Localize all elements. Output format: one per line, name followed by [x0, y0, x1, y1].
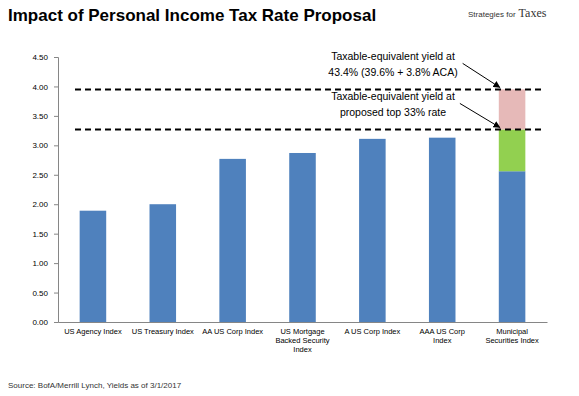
y-tick-label: 0.00 — [32, 318, 48, 327]
bar — [499, 89, 526, 129]
x-axis-line — [59, 322, 548, 323]
y-tick-mark — [54, 116, 58, 117]
x-tick: US MortgageBacked SecurityIndex — [275, 327, 329, 354]
y-tick-mark — [54, 57, 58, 58]
y-tick-mark — [54, 263, 58, 264]
annotation-text: proposed top 33% rate — [340, 106, 446, 118]
y-tick-label: 3.00 — [32, 141, 48, 150]
y-tick-label: 2.00 — [32, 200, 48, 209]
bars — [80, 89, 526, 322]
y-tick-mark — [54, 204, 58, 205]
x-axis: US Agency Index US Treasury Index AA US Co… — [59, 323, 548, 355]
x-tick-label: MunicipalSecurities Index — [485, 327, 539, 345]
x-tick: AAA US CorpIndex — [419, 327, 464, 345]
x-tick: AA US Corp Index — [202, 327, 263, 336]
bar — [429, 138, 456, 322]
bar — [359, 139, 386, 322]
y-tick-label: 4.00 — [32, 83, 48, 92]
x-tick-label: US Agency Index — [64, 327, 122, 336]
x-tick: US Treasury Index — [132, 327, 194, 336]
x-tick-label: AAA US CorpIndex — [419, 327, 464, 345]
plot: 0.00 0.50 1.00 1.50 2.00 2.50 3.00 3.50 4.00 4.50… — [32, 50, 547, 354]
y-tick-label: 2.50 — [32, 171, 48, 180]
y-tick-mark — [54, 175, 58, 176]
y-tick: 3.00 — [32, 141, 58, 150]
bar — [289, 153, 316, 322]
y-tick: 1.00 — [32, 259, 58, 268]
annotation-arrow — [460, 103, 500, 127]
y-tick-mark — [54, 234, 58, 235]
annotations: Taxable-equivalent yield at 43.4% (39.6% … — [75, 50, 541, 129]
y-tick: 0.00 — [32, 318, 58, 327]
bar — [150, 204, 177, 322]
y-tick: 2.00 — [32, 200, 58, 209]
y-tick: 3.50 — [32, 112, 58, 121]
x-tick-label: AA US Corp Index — [202, 327, 263, 336]
y-tick-label: 0.50 — [32, 289, 48, 298]
y-tick-mark — [54, 293, 58, 294]
subtitle: Strategies for — [468, 10, 516, 19]
subtitle-brand: Taxes — [519, 6, 547, 20]
source: Source: BofA/Merrill Lynch, Yields as of… — [8, 381, 182, 390]
x-tick: A US Corp Index — [344, 327, 400, 336]
reference-line — [75, 128, 541, 130]
y-tick-label: 1.00 — [32, 259, 48, 268]
annotation-text: 43.4% (39.6% + 3.8% ACA) — [328, 66, 457, 78]
chart: Impact of Personal Income Tax Rate Propo… — [0, 0, 579, 396]
reference-line — [75, 88, 541, 90]
x-tick: US Agency Index — [64, 327, 122, 336]
y-tick: 4.00 — [32, 83, 58, 92]
bar — [499, 171, 526, 322]
x-tick-label: US Treasury Index — [132, 327, 194, 336]
bar — [499, 129, 526, 171]
y-tick: 0.50 — [32, 289, 58, 298]
y-tick-label: 1.50 — [32, 230, 48, 239]
y-tick: 4.50 — [32, 53, 58, 62]
x-tick-label: A US Corp Index — [344, 327, 400, 336]
y-tick: 2.50 — [32, 171, 58, 180]
annotation-text: Taxable-equivalent yield at — [331, 90, 455, 102]
annotation-arrow — [463, 63, 500, 87]
y-tick-label: 3.50 — [32, 112, 48, 121]
y-tick-mark — [54, 322, 58, 323]
bar — [80, 211, 107, 322]
annotation-text: Taxable-equivalent yield at — [331, 50, 455, 62]
y-tick: 1.50 — [32, 230, 58, 239]
y-tick-mark — [54, 145, 58, 146]
x-tick: MunicipalSecurities Index — [485, 327, 539, 345]
bar — [219, 159, 246, 322]
title: Impact of Personal Income Tax Rate Propo… — [8, 6, 376, 25]
y-axis-line — [54, 58, 59, 323]
y-axis: 0.00 0.50 1.00 1.50 2.00 2.50 3.00 3.50 4.00 4.50 — [32, 53, 58, 327]
y-tick-label: 4.50 — [32, 53, 48, 62]
y-tick-mark — [54, 86, 58, 87]
x-tick-label: US MortgageBacked SecurityIndex — [275, 327, 329, 354]
